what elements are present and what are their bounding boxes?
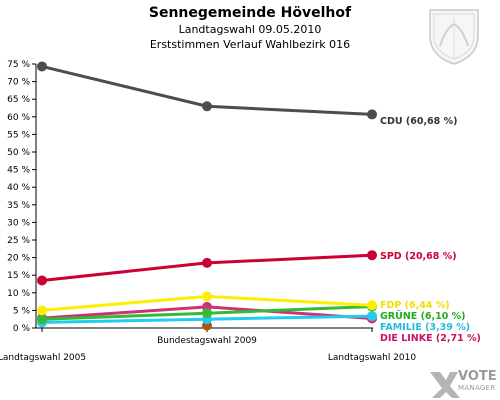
- data-point: [367, 250, 377, 261]
- y-tick-label: 20 %: [7, 254, 30, 264]
- end-label-cdu: CDU (60,68 %): [380, 116, 457, 127]
- logo-text-manager: MANAGER: [458, 384, 496, 392]
- y-tick-label: 70 %: [7, 78, 30, 88]
- data-point: [202, 257, 212, 268]
- end-label-familie: FAMILIE (3,39 %): [380, 322, 470, 333]
- chart-subtitle-election: Landtagswahl 09.05.2010: [178, 23, 322, 36]
- y-tick-label: 35 %: [7, 201, 30, 211]
- y-tick-label: 75 %: [7, 60, 30, 70]
- votemanager-logo: [430, 372, 460, 398]
- y-tick-label: 45 %: [7, 166, 30, 176]
- end-label-die-linke: DIE LINKE (2,71 %): [380, 333, 481, 344]
- coat-of-arms-icon: [429, 9, 479, 65]
- x-tick-label: Landtagswahl 2010: [328, 353, 417, 363]
- chart-title: Sennegemeinde Hövelhof: [148, 5, 352, 21]
- y-tick-label: 60 %: [7, 113, 30, 123]
- y-tick-label: 10 %: [7, 289, 30, 299]
- series-end-labels: CDU (60,68 %) SPD (20,68 %) FDP (6,44 %)GR…: [380, 116, 481, 344]
- y-tick-label: 55 %: [7, 130, 30, 140]
- data-point: [37, 275, 47, 286]
- y-tick-label: 5 %: [13, 306, 31, 316]
- x-tick-label: Landtagswahl 2005: [0, 353, 86, 363]
- data-point: [202, 101, 212, 112]
- data-point: [202, 308, 212, 319]
- end-label-fdp: FDP (6,44 %): [380, 300, 450, 311]
- title-block: Sennegemeinde Hövelhof Landtagswahl 09.0…: [0, 4, 500, 52]
- y-tick-label: 50 %: [7, 148, 30, 158]
- chart-series: [37, 61, 377, 331]
- data-point: [37, 305, 47, 316]
- y-tick-label: 65 %: [7, 95, 30, 105]
- y-tick-label: 30 %: [7, 218, 30, 228]
- chart-subtitle-district: Erststimmen Verlauf Wahlbezirk 016: [149, 38, 351, 51]
- y-tick-label: 15 %: [7, 271, 30, 281]
- y-axis-ticks: 0 % 5 % 10 % 15 % 20 % 25 % 30 % 35 % 40 % 45 % 50…: [7, 60, 36, 334]
- x-axis-ticks: Landtagswahl 2005 Bundestagswahl 2009 Land…: [0, 328, 416, 363]
- data-point: [367, 311, 377, 322]
- data-point: [37, 61, 47, 72]
- end-label-spd: SPD (20,68 %): [380, 251, 457, 262]
- x-tick-label: Bundestagswahl 2009: [157, 336, 257, 346]
- logo-text-vote: VOTE: [458, 369, 497, 384]
- y-tick-label: 40 %: [7, 183, 30, 193]
- data-point: [367, 109, 377, 120]
- data-point: [202, 291, 212, 302]
- data-point: [37, 314, 47, 325]
- end-label-grüne: GRÜNE (6,10 %): [380, 311, 466, 322]
- data-point: [367, 300, 377, 311]
- y-tick-label: 25 %: [7, 236, 30, 246]
- y-tick-label: 0 %: [13, 324, 31, 334]
